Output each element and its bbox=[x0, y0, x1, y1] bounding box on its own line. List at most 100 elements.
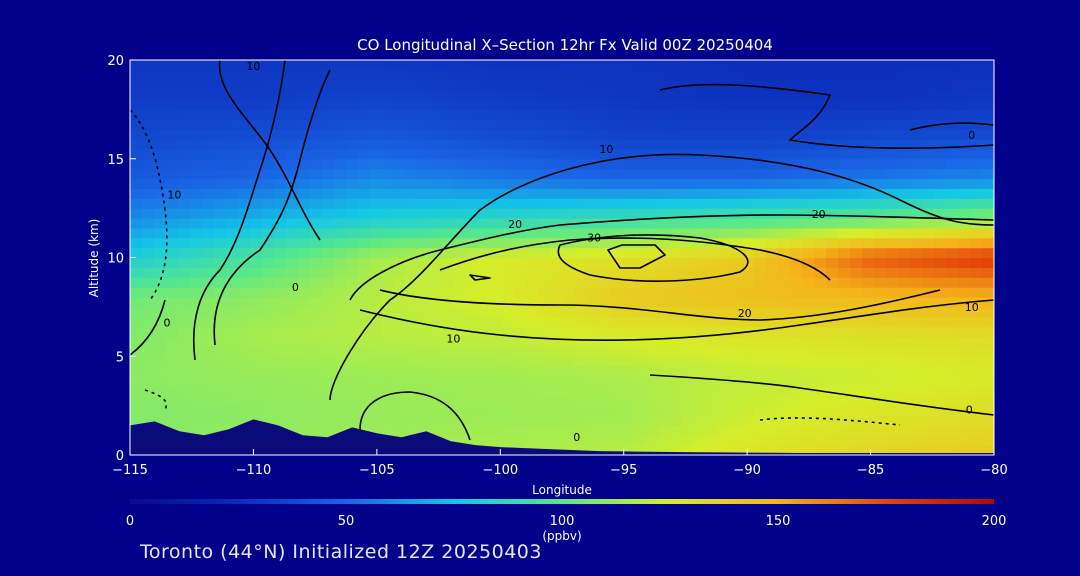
field-cell bbox=[778, 445, 791, 455]
field-cell bbox=[430, 109, 443, 120]
field-cell bbox=[754, 79, 767, 91]
field-cell bbox=[298, 346, 311, 357]
field-cell bbox=[958, 99, 971, 110]
field-cell bbox=[790, 435, 803, 446]
field-cell bbox=[574, 385, 587, 397]
field-cell bbox=[670, 109, 683, 120]
field-cell bbox=[898, 99, 911, 110]
x-axis: −115 −110 −105 −100 −95 −90 −85 −80 bbox=[112, 449, 1008, 478]
field-cell bbox=[514, 178, 527, 189]
field-cell bbox=[406, 366, 419, 377]
field-cell bbox=[490, 257, 503, 268]
field-cell bbox=[922, 376, 935, 387]
field-cell bbox=[718, 405, 731, 417]
field-cell bbox=[538, 395, 551, 407]
field-cell bbox=[694, 316, 707, 328]
field-cell bbox=[934, 237, 947, 249]
field-cell bbox=[814, 208, 827, 219]
field-cell bbox=[622, 158, 635, 170]
field-cell bbox=[802, 336, 815, 347]
field-cell bbox=[394, 168, 407, 180]
field-cell bbox=[538, 168, 551, 180]
field-cell bbox=[682, 208, 695, 219]
field-cell bbox=[250, 60, 263, 71]
field-cell bbox=[130, 356, 143, 367]
field-cell bbox=[418, 306, 431, 318]
field-cell bbox=[898, 158, 911, 170]
field-cell bbox=[382, 316, 395, 328]
field-cell bbox=[778, 109, 791, 120]
field-cell bbox=[610, 366, 623, 377]
colorbar-tick-label: 0 bbox=[126, 514, 134, 529]
field-cell bbox=[706, 148, 719, 160]
field-cell bbox=[742, 277, 755, 288]
field-cell bbox=[346, 297, 359, 308]
field-cell bbox=[898, 445, 911, 455]
field-cell bbox=[886, 297, 899, 308]
field-cell bbox=[406, 119, 419, 130]
field-cell bbox=[310, 287, 323, 298]
field-cell bbox=[178, 119, 191, 130]
field-cell bbox=[478, 326, 491, 338]
field-cell bbox=[490, 208, 503, 219]
field-cell bbox=[802, 415, 815, 426]
field-cell bbox=[178, 69, 191, 81]
field-cell bbox=[382, 227, 395, 239]
field-cell bbox=[466, 356, 479, 367]
field-cell bbox=[778, 218, 791, 229]
field-cell bbox=[538, 366, 551, 377]
field-cell bbox=[454, 139, 467, 150]
field-cell bbox=[862, 415, 875, 426]
field-cell bbox=[838, 69, 851, 81]
contour-line bbox=[557, 234, 749, 282]
field-cell bbox=[826, 435, 839, 446]
field-cell bbox=[526, 148, 539, 160]
field-cell bbox=[430, 79, 443, 91]
field-cell bbox=[622, 89, 635, 101]
contour-line bbox=[349, 214, 994, 301]
field-cell bbox=[406, 79, 419, 91]
field-cell bbox=[274, 267, 287, 278]
field-cell bbox=[130, 109, 143, 120]
x-tick-label: −105 bbox=[359, 463, 395, 478]
field-cell bbox=[970, 306, 983, 318]
field-cell bbox=[874, 297, 887, 308]
field-cell bbox=[442, 79, 455, 91]
field-cell bbox=[334, 178, 347, 189]
field-cell bbox=[514, 425, 527, 436]
field-cell bbox=[706, 277, 719, 288]
field-cell bbox=[418, 247, 431, 259]
field-cell bbox=[874, 395, 887, 407]
field-cell bbox=[718, 385, 731, 397]
field-cell bbox=[646, 178, 659, 189]
field-cell bbox=[346, 129, 359, 140]
field-cell bbox=[190, 415, 203, 426]
field-cell bbox=[754, 227, 767, 239]
field-cell bbox=[742, 218, 755, 229]
field-cell bbox=[454, 326, 467, 338]
field-cell bbox=[154, 99, 167, 110]
field-cell bbox=[238, 79, 251, 91]
field-cell bbox=[214, 395, 227, 407]
field-cell bbox=[874, 316, 887, 328]
field-cell bbox=[646, 188, 659, 199]
field-cell bbox=[358, 306, 371, 318]
field-cell bbox=[790, 227, 803, 239]
field-cell bbox=[550, 119, 563, 130]
field-cell bbox=[670, 336, 683, 347]
field-cell bbox=[706, 158, 719, 170]
field-cell bbox=[658, 129, 671, 140]
field-cell bbox=[862, 376, 875, 387]
field-cell bbox=[622, 267, 635, 278]
field-cell bbox=[178, 60, 191, 71]
field-cell bbox=[586, 178, 599, 189]
field-cell bbox=[142, 218, 155, 229]
field-cell bbox=[466, 218, 479, 229]
field-cell bbox=[154, 415, 167, 426]
field-cell bbox=[934, 336, 947, 347]
field-cell bbox=[202, 109, 215, 120]
field-cell bbox=[682, 158, 695, 170]
field-cell bbox=[202, 208, 215, 219]
field-cell bbox=[550, 168, 563, 180]
field-cell bbox=[178, 188, 191, 199]
